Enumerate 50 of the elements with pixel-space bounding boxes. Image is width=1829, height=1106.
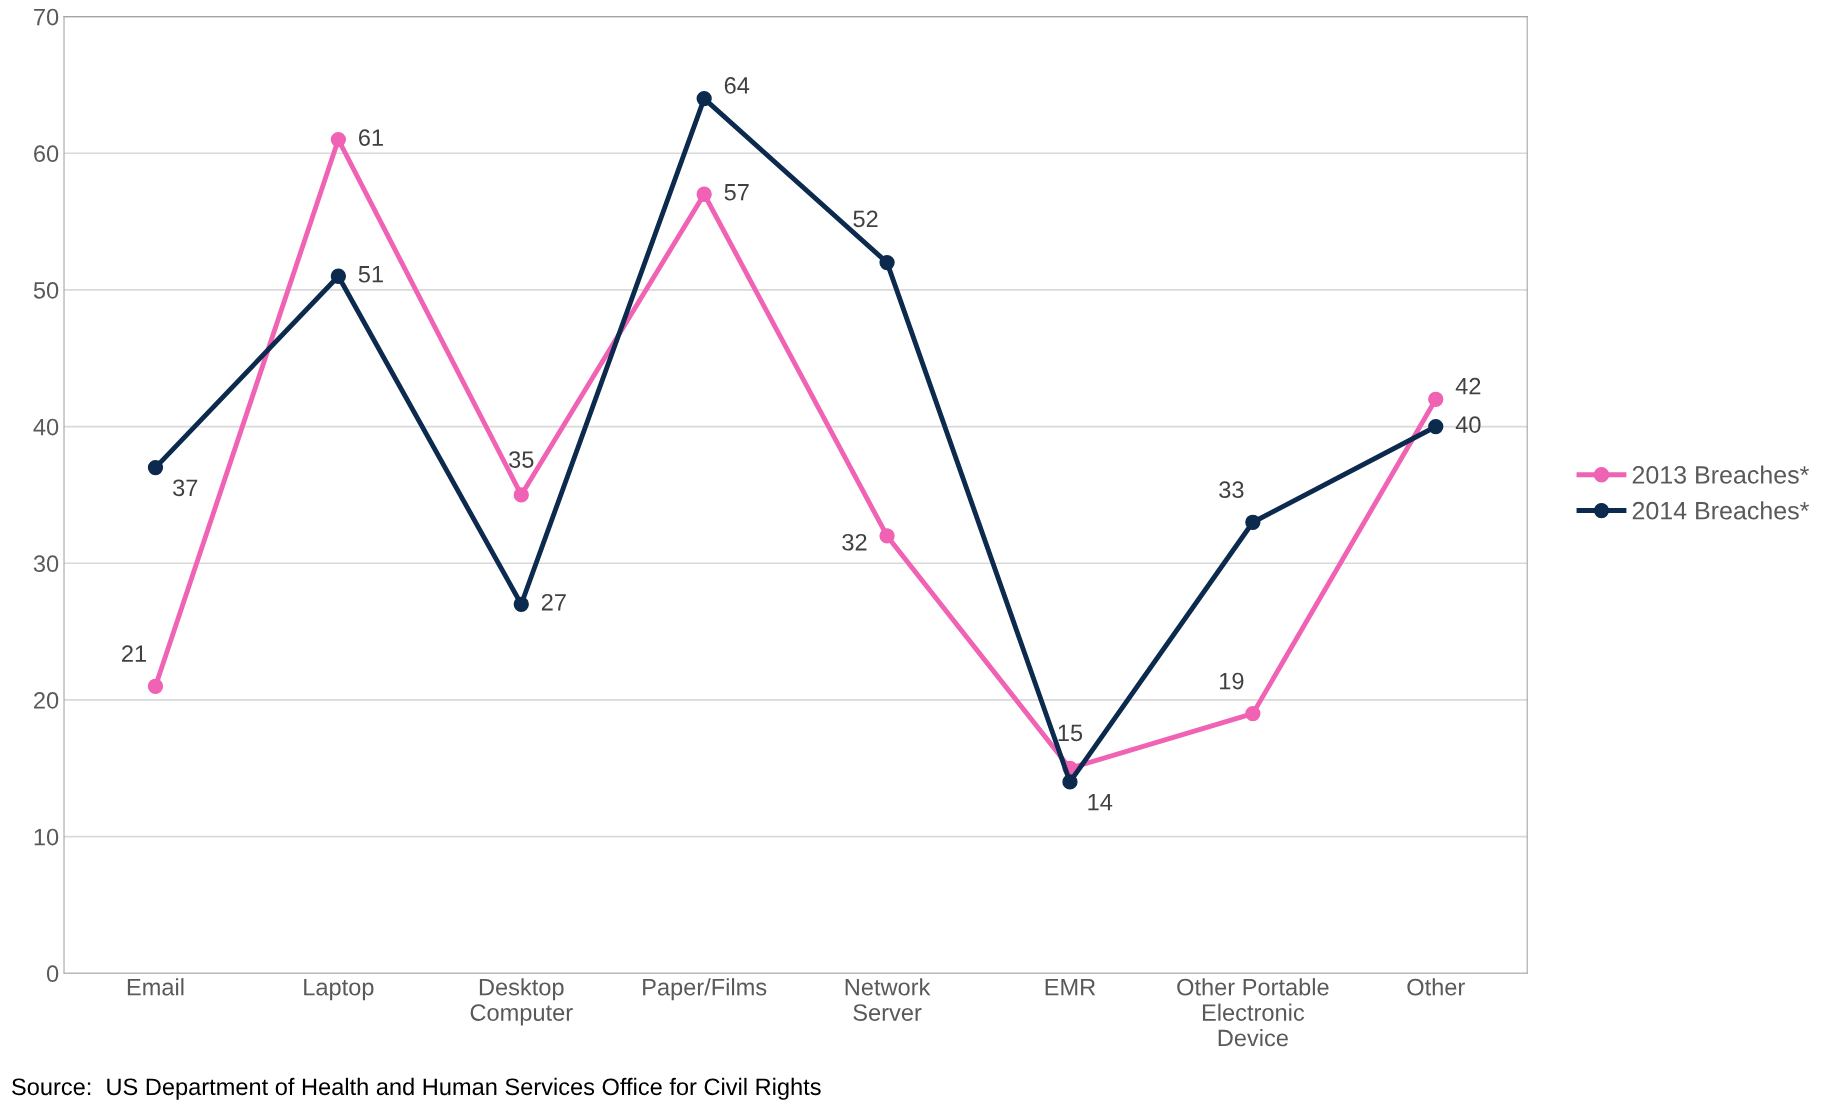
y-tick-label: 10 <box>34 828 59 846</box>
y-tick-label: 0 <box>46 965 59 983</box>
source-note: Source: US Department of Health and Human Services Office for Civil Rights <box>12 1077 821 1100</box>
x-tick-label: Network Server <box>845 978 931 1021</box>
legend-label: 2013 Breaches* <box>1632 465 1809 484</box>
point <box>696 90 712 107</box>
y-tick-label: 20 <box>34 692 59 709</box>
data-label: 21 <box>122 645 146 662</box>
point <box>1062 774 1078 790</box>
point <box>879 254 895 271</box>
point <box>330 268 347 284</box>
point <box>513 596 529 612</box>
data-label: 35 <box>509 451 534 468</box>
point <box>147 459 164 476</box>
x-tick-label: Email <box>127 978 184 996</box>
y-tick-label: 70 <box>34 8 59 26</box>
data-label: 52 <box>853 210 878 228</box>
x-tick-label: Desktop Computer <box>470 978 573 1026</box>
y-tick-label: 50 <box>33 282 59 299</box>
data-label: 15 <box>1058 724 1083 742</box>
point <box>696 186 712 202</box>
data-label: 40 <box>1455 416 1481 433</box>
x-tick-label: Paper/Films <box>643 978 767 1001</box>
y-tick-label: 30 <box>33 555 59 573</box>
data-label: 27 <box>541 593 566 611</box>
data-label: 64 <box>724 77 750 94</box>
data-label: 33 <box>1219 481 1244 499</box>
y-tick-label: 40 <box>33 418 59 436</box>
y-tick-label: 60 <box>34 145 59 163</box>
point <box>330 131 347 148</box>
data-label: 51 <box>358 266 383 283</box>
point <box>1428 418 1444 435</box>
data-label: 42 <box>1455 377 1481 395</box>
data-label: 61 <box>359 129 383 146</box>
data-label: 19 <box>1220 672 1244 690</box>
point <box>879 528 895 544</box>
point <box>1245 514 1261 530</box>
data-label: 57 <box>724 184 749 201</box>
point <box>147 678 164 694</box>
x-tick-label: EMR <box>1045 979 1096 996</box>
point <box>513 487 529 503</box>
data-label: 32 <box>842 533 867 551</box>
x-tick-label: Other Portable Electronic Device <box>1177 978 1329 1047</box>
x-tick-label: Laptop <box>304 979 374 1001</box>
point <box>1245 705 1261 722</box>
point <box>1428 391 1444 407</box>
x-tick-label: Other <box>1407 978 1465 996</box>
data-label: 37 <box>173 479 198 497</box>
legend-label: 2014 Breaches* <box>1632 501 1809 520</box>
data-label: 14 <box>1088 794 1113 811</box>
